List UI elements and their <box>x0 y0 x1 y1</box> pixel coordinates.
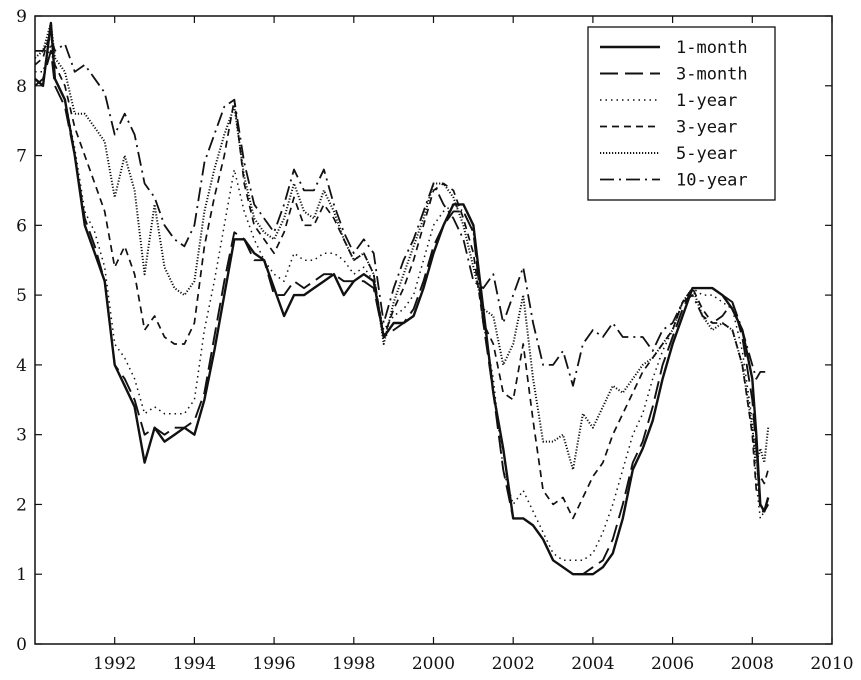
legend-label: 3-year <box>676 118 737 138</box>
y-tick-label: 6 <box>16 216 27 236</box>
legend-label: 1-month <box>676 38 748 58</box>
series-line-5-year <box>34 22 770 471</box>
y-tick-label: 4 <box>16 356 27 376</box>
x-tick-label: 1998 <box>332 654 375 674</box>
series-line-10-year <box>35 36 769 387</box>
legend-label: 1-year <box>676 91 737 111</box>
x-tick-label: 1994 <box>173 654 216 674</box>
series-line-3-year <box>34 29 770 520</box>
y-tick-label: 3 <box>16 426 27 446</box>
axis-ticks: 0 1 2 3 4 5 6 7 8 9 1992 1994 1996 1998 2000 2002 2004 20… <box>16 7 853 674</box>
series-line-1-year <box>35 43 769 562</box>
x-tick-label: 2000 <box>412 654 455 674</box>
x-tick-label: 2004 <box>571 654 614 674</box>
legend-label: 3-month <box>676 65 748 85</box>
legend-label: 5-year <box>676 144 737 164</box>
x-tick-label: 1996 <box>252 654 295 674</box>
y-tick-label: 8 <box>16 77 27 97</box>
series-line-1-month <box>34 21 770 576</box>
x-tick-label: 2010 <box>810 654 853 674</box>
legend-box <box>587 26 776 201</box>
x-tick-label: 2008 <box>731 654 774 674</box>
legend: 1-month 3-month 1-year 3-year 5-year 10-year <box>587 26 776 201</box>
series-layer <box>34 21 770 576</box>
x-tick-label: 2002 <box>492 654 535 674</box>
y-tick-label: 0 <box>16 635 27 655</box>
y-tick-label: 7 <box>16 147 27 167</box>
x-tick-label: 2006 <box>651 654 694 674</box>
y-tick-label: 2 <box>16 495 27 515</box>
x-tick-label: 1992 <box>93 654 136 674</box>
y-tick-label: 9 <box>16 7 27 27</box>
y-tick-label: 1 <box>16 565 27 585</box>
legend-label: 10-year <box>676 171 748 191</box>
y-tick-label: 5 <box>16 286 27 306</box>
series-line-3-month <box>34 49 770 576</box>
